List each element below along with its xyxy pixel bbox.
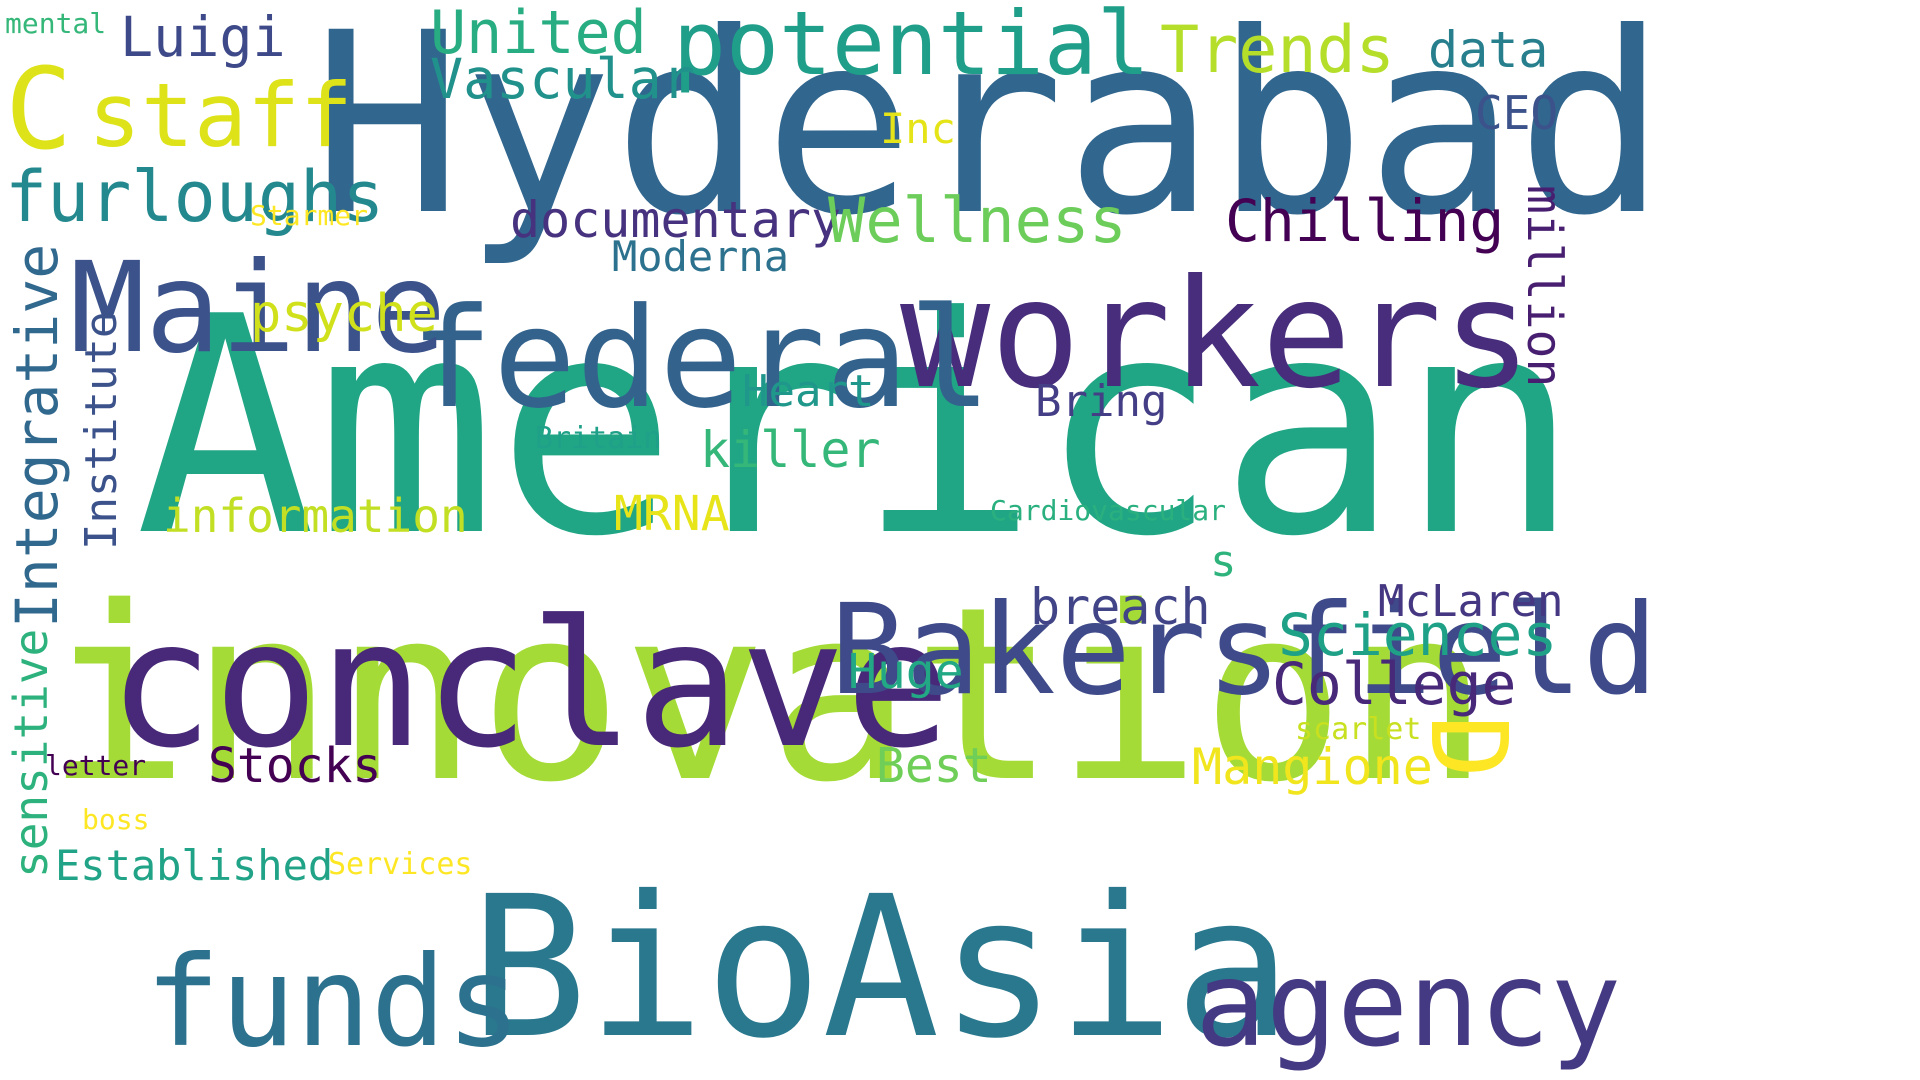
word-integrative: Integrative [3,243,71,628]
word-funds: funds [145,930,522,1075]
word-bakersfield: Bakersfield [830,578,1658,723]
word-mangione: Mangione [1192,738,1433,796]
word-bioasia: BioAsia [470,854,1292,1080]
word-services: Services [328,847,473,882]
word-million: million [1516,185,1572,388]
word-psyche: psyche [250,284,438,344]
word-agency: agency [1195,935,1622,1073]
word-boss: boss [82,803,150,836]
word-potential: potential [673,0,1150,95]
word-established: Established [55,841,334,890]
word-chilling: Chilling [1225,187,1505,255]
word-information: information [163,489,468,543]
word-breach: breach [1030,578,1211,636]
word-heart: Heart [742,366,875,417]
word-united: United [430,0,647,68]
word-luigi: Luigi [120,5,286,69]
word-letter: letter [45,749,147,782]
word-staff: staff [88,64,353,167]
word-c: C [5,45,73,175]
word-mrna: MRNA [614,486,730,542]
word-maine: Maine [70,236,447,381]
word-wellness: Wellness [828,184,1127,257]
word-american: American [135,253,1580,602]
word-stocks: Stocks [208,738,382,794]
word-starmer: Starmer [250,199,369,232]
word-federal: federal [410,278,992,439]
word-mclaren: McLaren [1378,576,1564,627]
word-britain: Britain [535,421,662,456]
word-furloughs: furloughs [5,156,385,238]
word-mental: mental [5,7,107,40]
word-documentary: documentary [510,191,842,249]
word-bring: Bring [1035,376,1168,427]
word-college: College [1272,650,1517,718]
word-trends: Trends [1160,13,1395,88]
word-cardiovascular: Cardiovascular [990,494,1227,527]
word-workers: workers [900,248,1533,422]
word-moderna: Moderna [612,232,790,281]
word-s: s [1210,536,1237,587]
word-data: data [1428,21,1549,79]
word-sciences: Sciences [1278,601,1558,669]
word-huge: Huge [848,644,964,700]
word-scarlet: scarlet [1295,712,1422,747]
word-innovation: innovation [45,555,1490,835]
word-conclave: conclave [108,584,951,787]
word-killer: killer [700,421,881,479]
word-vascular: Vascular [430,47,695,111]
word-ceo: CEO [1475,86,1559,140]
word-hyderabad: Hyderabad [312,0,1667,270]
word-inc: Inc [880,104,956,153]
word-best: Best [876,738,992,794]
word-institute: Institute [76,311,127,550]
